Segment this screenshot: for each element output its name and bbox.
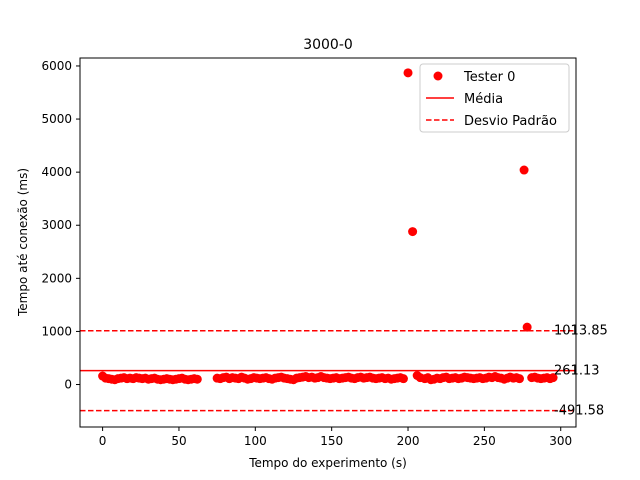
data-point: [192, 374, 202, 384]
y-axis-ticks: 0 1000 2000 3000 4000 5000 6000: [41, 59, 80, 392]
legend-label: Média: [464, 92, 503, 107]
reference-line-label: 261.13: [554, 364, 600, 379]
x-tick-label: 150: [320, 434, 343, 448]
x-tick-label: 0: [99, 434, 107, 448]
data-point: [514, 374, 524, 384]
x-tick-label: 50: [171, 434, 186, 448]
x-axis-ticks: 0 50 100 150 200 250 300: [99, 427, 572, 448]
data-point: [403, 68, 413, 78]
y-tick-label: 0: [64, 378, 72, 392]
chart-title: 3000-0: [303, 37, 353, 53]
data-point: [408, 227, 418, 237]
axes-frame: [79, 57, 577, 428]
reference-line-label: 1013.85: [554, 324, 608, 339]
legend: Tester 0 Média Desvio Padrão: [419, 63, 570, 133]
legend-marker-icon: [433, 71, 443, 81]
plot-area: [80, 68, 576, 412]
legend-label: Desvio Padrão: [464, 114, 557, 129]
x-tick-label: 200: [397, 434, 420, 448]
data-point: [522, 322, 532, 332]
x-tick-label: 300: [549, 434, 572, 448]
y-axis-label: Tempo até conexão (ms): [16, 168, 30, 317]
x-tick-label: 250: [473, 434, 496, 448]
legend-label: Tester 0: [463, 70, 515, 85]
data-point: [398, 374, 408, 384]
y-tick-label: 4000: [41, 165, 72, 179]
y-tick-label: 2000: [41, 271, 72, 285]
y-tick-label: 3000: [41, 218, 72, 232]
reference-line-labels: 261.13 1013.85 -491.58: [554, 324, 608, 419]
x-axis-label: Tempo do experimento (s): [248, 456, 407, 470]
data-point: [548, 373, 558, 383]
y-tick-label: 6000: [41, 59, 72, 73]
y-tick-label: 5000: [41, 112, 72, 126]
x-tick-label: 100: [244, 434, 267, 448]
reference-line-label: -491.58: [554, 404, 604, 419]
data-point: [519, 165, 529, 175]
legend-box: [419, 63, 570, 133]
y-tick-label: 1000: [41, 324, 72, 338]
